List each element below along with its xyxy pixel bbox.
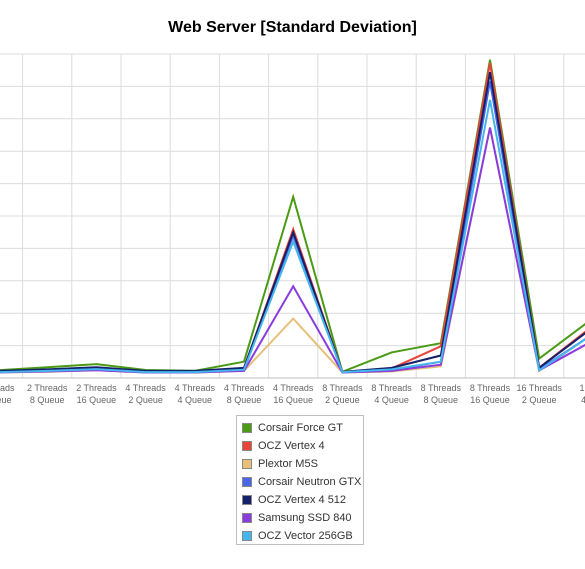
x-tick-label: 2 Queue bbox=[522, 395, 557, 405]
x-tick-label: 4 Q bbox=[581, 395, 585, 405]
x-tick-label: 8 Threads bbox=[371, 383, 412, 393]
legend-swatch bbox=[242, 477, 252, 487]
legend-swatch bbox=[242, 495, 252, 505]
x-tick-label: 8 Threads bbox=[322, 383, 363, 393]
legend-item[interactable]: OCZ Vector 256GB bbox=[242, 529, 353, 543]
x-tick-label: 2 Threads bbox=[76, 383, 117, 393]
legend-item[interactable]: Corsair Neutron GTX bbox=[242, 475, 361, 489]
x-tick-label: 4 Threads bbox=[175, 383, 216, 393]
x-tick-label: 16 Threads bbox=[517, 383, 563, 393]
legend-swatch bbox=[242, 531, 252, 541]
legend-label: OCZ Vertex 4 bbox=[258, 440, 325, 452]
legend-label: OCZ Vertex 4 512 bbox=[258, 494, 347, 506]
legend-swatch bbox=[242, 459, 252, 469]
x-tick-label: 16 T bbox=[579, 383, 585, 393]
tick-labels: Threads Queue 2 Threads 8 Queue 2 Threads 16 … bbox=[0, 383, 585, 405]
legend-item[interactable]: OCZ Vertex 4 512 bbox=[242, 493, 346, 507]
legend-swatch bbox=[242, 441, 252, 451]
chart-title: Web Server [Standard Deviation] bbox=[168, 19, 417, 36]
legend-swatch bbox=[242, 423, 252, 433]
series-line-samsung-ssd-840 bbox=[0, 127, 585, 374]
x-tick-label: 2 Queue bbox=[128, 395, 163, 405]
series-line-ocz-vertex-4-512 bbox=[0, 71, 585, 373]
x-tick-label: 2 Queue bbox=[325, 395, 360, 405]
x-tick-label: 4 Threads bbox=[273, 383, 314, 393]
x-tick-label: Threads bbox=[0, 383, 15, 393]
x-tick-label: 8 Threads bbox=[470, 383, 511, 393]
x-tick-label: Queue bbox=[0, 395, 12, 405]
legend-item[interactable]: Plextor M5S bbox=[242, 457, 318, 471]
legend-label: Samsung SSD 840 bbox=[258, 512, 352, 524]
legend: Corsair Force GT OCZ Vertex 4 Plextor M5S C… bbox=[236, 415, 364, 545]
x-tick-label: 16 Queue bbox=[273, 395, 313, 405]
series-line-corsair-force-gt bbox=[0, 59, 585, 374]
legend-label: OCZ Vector 256GB bbox=[258, 530, 353, 542]
x-tick-label: 4 Queue bbox=[374, 395, 409, 405]
legend-swatch bbox=[242, 513, 252, 523]
x-tick-label: 2 Threads bbox=[27, 383, 68, 393]
x-tick-label: 4 Threads bbox=[224, 383, 265, 393]
legend-item[interactable]: OCZ Vertex 4 bbox=[242, 439, 325, 453]
legend-label: Plextor M5S bbox=[258, 458, 318, 470]
series-line-ocz-vertex-4 bbox=[0, 62, 585, 373]
x-tick-label: 8 Queue bbox=[227, 395, 262, 405]
legend-item[interactable]: Samsung SSD 840 bbox=[242, 511, 352, 525]
x-tick-label: 8 Threads bbox=[421, 383, 462, 393]
legend-label: Corsair Neutron GTX bbox=[258, 476, 362, 488]
legend-label: Corsair Force GT bbox=[258, 422, 343, 434]
series-line-ocz-vector-256gb bbox=[0, 99, 585, 374]
series-line-corsair-neutron-gtx bbox=[0, 81, 585, 374]
x-tick-label: 4 Threads bbox=[125, 383, 166, 393]
x-tick-label: 16 Queue bbox=[470, 395, 510, 405]
legend-item[interactable]: Corsair Force GT bbox=[242, 421, 343, 435]
x-tick-label: 8 Queue bbox=[30, 395, 65, 405]
x-tick-label: 4 Queue bbox=[178, 395, 213, 405]
x-tick-label: 8 Queue bbox=[424, 395, 459, 405]
series-layer bbox=[0, 59, 585, 374]
x-tick-label: 16 Queue bbox=[77, 395, 117, 405]
